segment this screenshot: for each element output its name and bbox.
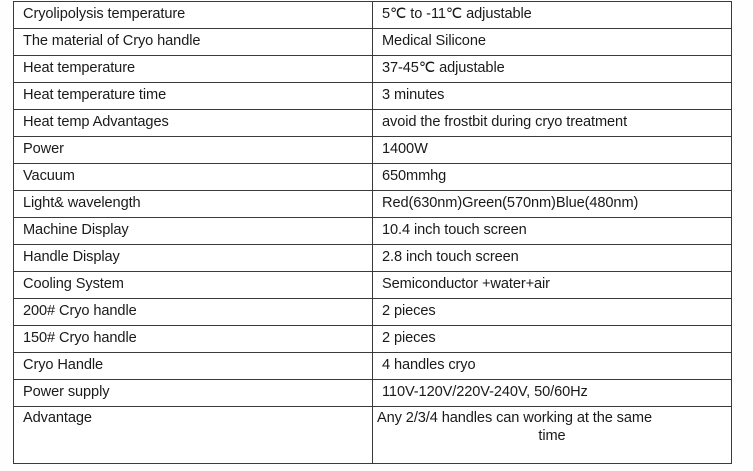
- parameter-name-cell: Heat temp Advantages: [13, 109, 373, 137]
- value-line-secondary: time: [538, 427, 566, 444]
- parameter-value-cell: Any 2/3/4 handles can working at the sam…: [372, 406, 732, 464]
- table-row: Cryo Handle 4 handles cryo: [13, 352, 732, 380]
- parameter-name-cell: Power supply: [13, 379, 373, 407]
- parameter-name-cell: 150# Cryo handle: [13, 325, 373, 353]
- parameter-name-cell: 200# Cryo handle: [13, 298, 373, 326]
- table-row: Power 1400W: [13, 136, 732, 164]
- parameter-value-cell: Medical Silicone: [372, 28, 732, 56]
- parameter-value-cell: Red(630nm)Green(570nm)Blue(480nm): [372, 190, 732, 218]
- table-row: 150# Cryo handle 2 pieces: [13, 325, 732, 353]
- table-row: The material of Cryo handle Medical Sili…: [13, 28, 732, 56]
- parameter-name-cell: Cryolipolysis temperature: [13, 1, 373, 29]
- parameter-name-cell: Vacuum: [13, 163, 373, 191]
- table-row: Heat temperature time 3 minutes: [13, 82, 732, 110]
- specification-table: Cryolipolysis temperature 5℃ to -11℃ adj…: [13, 1, 732, 464]
- parameter-value-cell: 4 handles cryo: [372, 352, 732, 380]
- table-row: Vacuum 650mmhg: [13, 163, 732, 191]
- parameter-value-cell: Semiconductor +water+air: [372, 271, 732, 299]
- table-row: Cooling System Semiconductor +water+air: [13, 271, 732, 299]
- parameter-value-cell: 110V-120V/220V-240V, 50/60Hz: [372, 379, 732, 407]
- parameter-value-cell: avoid the frostbit during cryo treatment: [372, 109, 732, 137]
- parameter-value-cell: 5℃ to -11℃ adjustable: [372, 1, 732, 29]
- parameter-name-cell: Heat temperature time: [13, 82, 373, 110]
- parameter-name-cell: Handle Display: [13, 244, 373, 272]
- parameter-value-cell: 1400W: [372, 136, 732, 164]
- table-row: Light& wavelength Red(630nm)Green(570nm)…: [13, 190, 732, 218]
- parameter-name-cell: Heat temperature: [13, 55, 373, 83]
- parameter-value-cell: 3 minutes: [372, 82, 732, 110]
- parameter-value-cell: 650mmhg: [372, 163, 732, 191]
- table-row: Advantage Any 2/3/4 handles can working …: [13, 406, 732, 464]
- specification-table-container: Cryolipolysis temperature 5℃ to -11℃ adj…: [13, 1, 732, 464]
- parameter-name-cell: Advantage: [13, 406, 373, 464]
- table-row: Heat temperature 37-45℃ adjustable: [13, 55, 732, 83]
- parameter-name-cell: The material of Cryo handle: [13, 28, 373, 56]
- parameter-value-cell: 2 pieces: [372, 298, 732, 326]
- parameter-value-cell: 37-45℃ adjustable: [372, 55, 732, 83]
- table-row: Heat temp Advantages avoid the frostbit …: [13, 109, 732, 137]
- parameter-name-cell: Machine Display: [13, 217, 373, 245]
- parameter-name-cell: Power: [13, 136, 373, 164]
- value-line-primary: Any 2/3/4 handles can working at the sam…: [377, 410, 652, 426]
- table-row: 200# Cryo handle 2 pieces: [13, 298, 732, 326]
- parameter-name-cell: Cooling System: [13, 271, 373, 299]
- table-row: Machine Display 10.4 inch touch screen: [13, 217, 732, 245]
- parameter-name-cell: Cryo Handle: [13, 352, 373, 380]
- parameter-value-cell: 2 pieces: [372, 325, 732, 353]
- parameter-value-cell: 10.4 inch touch screen: [372, 217, 732, 245]
- table-row: Power supply 110V-120V/220V-240V, 50/60H…: [13, 379, 732, 407]
- parameter-name-cell: Light& wavelength: [13, 190, 373, 218]
- parameter-value-cell: 2.8 inch touch screen: [372, 244, 732, 272]
- table-row: Handle Display 2.8 inch touch screen: [13, 244, 732, 272]
- table-row: Cryolipolysis temperature 5℃ to -11℃ adj…: [13, 1, 732, 29]
- specification-table-body: Cryolipolysis temperature 5℃ to -11℃ adj…: [13, 1, 732, 464]
